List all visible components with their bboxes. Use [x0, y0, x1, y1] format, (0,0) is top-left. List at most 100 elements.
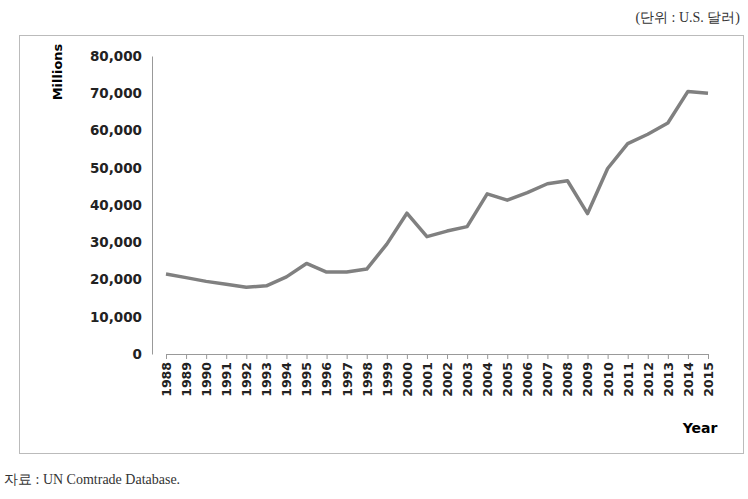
x-tick: 2015 [701, 354, 716, 397]
x-tick-label: 2007 [540, 362, 555, 397]
x-tick-mark [648, 354, 649, 359]
x-tick: 1992 [239, 354, 254, 397]
y-tick-label: 30,000 [90, 234, 142, 250]
x-tick: 2014 [681, 354, 696, 397]
x-axis: 1988 1989 1990 1991 1992 1993 1994 1995 1996 1997… [159, 354, 716, 397]
x-tick-label: 2013 [661, 362, 676, 397]
x-tick-mark [447, 354, 448, 359]
x-tick: 1988 [159, 354, 174, 397]
x-tick-label: 1997 [340, 362, 355, 397]
y-tick: 50,000 [90, 160, 152, 176]
x-tick-mark [427, 354, 428, 359]
x-tick-mark [226, 354, 227, 359]
x-tick: 1998 [360, 354, 375, 397]
x-tick-label: 2002 [440, 362, 455, 397]
x-tick: 1993 [259, 354, 274, 397]
x-tick: 2008 [560, 354, 575, 397]
x-tick-mark [347, 354, 348, 359]
y-axis: 0 10,000 20,000 30,000 40,000 50,000 60,000 70,… [90, 48, 153, 362]
x-tick-label: 1995 [299, 362, 314, 397]
y-tick-label: 70,000 [90, 85, 142, 101]
x-axis-line [167, 354, 709, 355]
x-tick-label: 2014 [681, 362, 696, 397]
x-tick: 1997 [340, 354, 355, 397]
x-tick-label: 1996 [319, 362, 334, 397]
x-tick-mark [628, 354, 629, 359]
x-tick-mark [668, 354, 669, 359]
y-tick: 20,000 [90, 271, 152, 287]
plot-area [166, 91, 708, 287]
x-tick: 2013 [661, 354, 676, 397]
x-tick-mark [507, 354, 508, 359]
x-tick-mark [286, 354, 287, 359]
x-tick: 2004 [480, 354, 495, 397]
x-tick-label: 1994 [279, 362, 294, 397]
x-tick-label: 1992 [239, 362, 254, 397]
x-tick-label: 2008 [560, 362, 575, 397]
x-tick: 2010 [601, 354, 616, 397]
x-tick-label: 2011 [621, 362, 636, 397]
y-tick-label: 50,000 [90, 160, 142, 176]
x-tick-label: 2004 [480, 362, 495, 397]
unit-note: (단위 : U.S. 달러) [635, 10, 740, 26]
x-tick-mark [206, 354, 207, 359]
y-tick-label: 40,000 [90, 197, 142, 213]
y-tick-label: 60,000 [90, 122, 142, 138]
x-tick-label: 2000 [400, 362, 415, 397]
x-tick-mark [307, 354, 308, 359]
x-tick-mark [266, 354, 267, 359]
y-tick: 40,000 [90, 197, 152, 213]
x-tick: 1995 [299, 354, 314, 397]
x-tick-mark [708, 354, 709, 359]
x-tick: 2011 [621, 354, 636, 397]
y-tick: 0 [133, 346, 152, 362]
x-tick: 2007 [540, 354, 555, 397]
x-tick-label: 1989 [179, 362, 194, 397]
x-tick: 2003 [460, 354, 475, 397]
x-tick: 2001 [420, 354, 435, 397]
source-note: 자료 : UN Comtrade Database. [4, 472, 180, 487]
chart: 0 10,000 20,000 30,000 40,000 50,000 60,000 70,… [0, 0, 748, 499]
x-tick: 1999 [380, 354, 395, 397]
frame [20, 36, 744, 454]
x-tick-mark [688, 354, 689, 359]
x-tick-mark [608, 354, 609, 359]
y-tick: 80,000 [90, 48, 152, 64]
x-tick-mark [588, 354, 589, 359]
x-tick-label: 1998 [360, 362, 375, 397]
y-tick-label: 0 [133, 346, 142, 362]
x-tick: 1989 [179, 354, 194, 397]
x-tick-label: 1993 [259, 362, 274, 397]
x-tick: 1994 [279, 354, 294, 397]
x-tick: 1991 [219, 354, 234, 397]
x-tick-mark [467, 354, 468, 359]
x-tick-label: 1999 [380, 362, 395, 397]
x-tick-label: 2009 [580, 362, 595, 397]
data-line [166, 91, 708, 287]
x-tick-mark [527, 354, 528, 359]
x-tick-label: 2003 [460, 362, 475, 397]
x-tick: 2002 [440, 354, 455, 397]
y-tick: 10,000 [90, 309, 152, 325]
x-tick-label: 2006 [520, 362, 535, 397]
x-tick-label: 1990 [199, 362, 214, 397]
x-tick-mark [367, 354, 368, 359]
x-tick-mark [166, 354, 167, 359]
x-tick: 2005 [500, 354, 515, 397]
x-tick: 2006 [520, 354, 535, 397]
x-tick-mark [246, 354, 247, 359]
x-tick: 2000 [400, 354, 415, 397]
x-tick-label: 2005 [500, 362, 515, 397]
x-tick-label: 2010 [601, 362, 616, 397]
x-tick-mark [567, 354, 568, 359]
y-tick: 60,000 [90, 122, 152, 138]
y-tick: 30,000 [90, 234, 152, 250]
x-tick-mark [407, 354, 408, 359]
y-axis-line [152, 57, 153, 355]
x-tick-label: 1991 [219, 362, 234, 397]
x-tick: 2009 [580, 354, 595, 397]
x-tick-mark [387, 354, 388, 359]
x-tick: 1996 [319, 354, 334, 397]
x-tick-mark [487, 354, 488, 359]
x-tick-label: 2015 [701, 362, 716, 397]
